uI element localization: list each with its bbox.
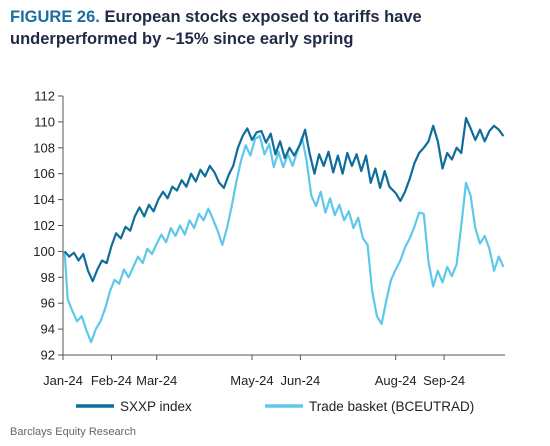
legend-item-trade-basket: Trade basket (BCEUTRAD) — [265, 399, 474, 414]
x-tick-label: Feb-24 — [91, 373, 132, 388]
legend-label: SXXP index — [120, 399, 192, 414]
y-tick-label: 92 — [41, 348, 55, 363]
y-tick-label: 108 — [33, 140, 55, 155]
series-line-sxxp — [63, 116, 505, 283]
series-lines — [63, 116, 505, 344]
x-tick-label: Mar-24 — [136, 373, 177, 388]
legend: SXXP index Trade basket (BCEUTRAD) — [76, 399, 474, 414]
y-axis: 92 94 96 98 100 102 104 106 108 110 112 — [33, 89, 64, 363]
chart-title: FIGURE 26. European stocks exposed to ta… — [10, 6, 540, 50]
legend-label: Trade basket (BCEUTRAD) — [309, 399, 474, 414]
x-axis: Jan-24 Feb-24 Mar-24 May-24 Jun-24 Aug-24 Sep-… — [43, 354, 505, 388]
y-tick-label: 104 — [33, 192, 55, 207]
y-tick-label: 106 — [33, 166, 55, 181]
x-tick-label: Jun-24 — [281, 373, 321, 388]
x-tick-label: Aug-24 — [375, 373, 417, 388]
figure-number: FIGURE 26. — [10, 8, 100, 26]
source-note: Barclays Equity Research — [10, 426, 136, 438]
series-line-trade-basket — [63, 135, 505, 344]
x-tick-label: Sep-24 — [423, 373, 465, 388]
y-tick-label: 112 — [34, 89, 55, 104]
y-tick-label: 96 — [41, 296, 55, 311]
x-tick-label: Jan-24 — [43, 373, 83, 388]
y-tick-label: 94 — [41, 322, 55, 337]
y-tick-label: 100 — [33, 244, 55, 259]
y-tick-label: 110 — [34, 114, 55, 129]
legend-item-sxxp: SXXP index — [76, 399, 192, 414]
x-tick-label: May-24 — [230, 373, 273, 388]
y-tick-label: 98 — [41, 270, 55, 285]
y-tick-label: 102 — [33, 218, 55, 233]
title-text: European stocks exposed to tariffs have … — [10, 8, 422, 48]
